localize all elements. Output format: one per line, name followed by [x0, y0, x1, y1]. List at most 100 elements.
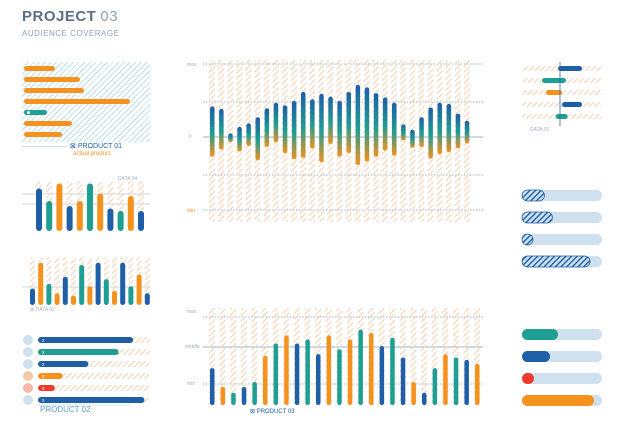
main-bar — [301, 92, 306, 158]
product03-bar-bg — [421, 308, 427, 405]
product03-bar-bg — [410, 308, 417, 405]
data01-label: DATA 01 — [530, 127, 550, 133]
product02-bar — [38, 373, 63, 379]
product03-bar — [305, 339, 310, 405]
product03-bar — [411, 382, 416, 405]
main-bar — [282, 105, 288, 154]
data04-bar — [76, 201, 83, 231]
data02-bar — [95, 262, 101, 305]
product03-bar — [464, 359, 469, 405]
product03-bar-bg — [399, 308, 406, 405]
product03-bar-bg — [463, 308, 470, 405]
product01-bar — [24, 121, 72, 126]
data02-bar — [87, 286, 93, 305]
data04-bar — [97, 193, 104, 231]
solid-progress-fill — [522, 351, 550, 362]
product03-bar — [475, 364, 480, 405]
product03-bar-bg — [251, 308, 258, 405]
hatched-progress-fill — [521, 255, 591, 268]
main-bar — [210, 106, 215, 157]
product03-bar — [294, 343, 300, 405]
data02-bar — [120, 262, 126, 305]
product02-bar-bg — [38, 373, 150, 379]
data02-bar — [46, 283, 52, 305]
product03-bar — [326, 335, 332, 405]
product01-bar — [24, 99, 131, 104]
product02-dot — [23, 359, 33, 369]
main-bar — [319, 93, 324, 163]
data02-bar-bg — [54, 257, 60, 305]
data02-bar — [112, 290, 117, 305]
main-bar — [437, 102, 442, 155]
main-bar — [346, 92, 351, 154]
data04-bar — [107, 208, 114, 231]
product03-bar — [316, 354, 321, 405]
product03-bar — [453, 357, 459, 405]
data02-bar — [128, 286, 134, 305]
data01-bar — [562, 102, 582, 107]
product03-bar — [432, 368, 438, 405]
solid-progress-fill — [522, 395, 594, 406]
product02-bar — [38, 397, 145, 403]
product02-bar — [38, 361, 89, 367]
solid-progress-track — [522, 373, 602, 384]
data04-bar — [36, 188, 42, 231]
main-bar — [237, 126, 242, 152]
main-axis-min: min — [187, 208, 196, 214]
main-bar-bg — [400, 60, 407, 222]
data04-bar — [138, 211, 144, 231]
data02-bar — [136, 274, 142, 305]
solid-progress-group — [522, 329, 602, 406]
product01-label-text: PRODUCT 01 — [77, 143, 123, 150]
main-bar — [255, 117, 260, 161]
product02-bar — [38, 337, 134, 343]
bottom-axis-middle: middle — [185, 344, 200, 350]
data04-bar — [127, 196, 134, 231]
main-bar — [446, 103, 452, 153]
solid-progress-fill — [522, 329, 558, 340]
data01-chart — [522, 62, 602, 126]
product03-bar — [337, 349, 342, 405]
data02-bar — [62, 276, 68, 305]
product03-bar — [400, 357, 406, 405]
main-axis-max: max — [187, 62, 197, 68]
data01-bar — [555, 114, 568, 119]
product02-bar — [38, 385, 55, 391]
bottom-axis-min: min — [187, 381, 196, 387]
main-bar — [219, 108, 224, 150]
hatched-progress-track — [522, 234, 602, 245]
main-bar — [410, 129, 415, 148]
main-bar — [373, 93, 379, 157]
bottom-axis-max: max — [187, 309, 197, 315]
main-bar — [337, 101, 342, 157]
product01-bar — [24, 66, 56, 71]
data04-bar — [66, 206, 73, 231]
product02-marker: x — [42, 398, 45, 404]
data02-bar — [30, 288, 35, 305]
product01-sublabel: actual product — [73, 151, 111, 157]
product03-bar-bg — [230, 308, 237, 405]
product03-label: ⊠ PRODUCT 03 — [250, 409, 295, 415]
data02-bar-bg — [144, 257, 150, 305]
product03-bar — [263, 355, 268, 405]
data04-chart — [22, 181, 150, 231]
hatched-progress-fill — [521, 211, 553, 224]
main-bar — [401, 124, 406, 141]
data02-bar — [54, 293, 60, 305]
hatched-progress-group — [521, 189, 602, 268]
data02-label: ⊠ DATA 02 — [30, 307, 55, 313]
data04-bar — [46, 201, 53, 231]
main-bar — [310, 99, 315, 149]
product03-bar — [443, 354, 448, 405]
product03-bar — [284, 335, 289, 405]
product03-bar-bg — [452, 308, 459, 405]
data04-bar — [117, 211, 124, 231]
main-bar — [291, 101, 297, 160]
data02-bar — [38, 262, 44, 305]
product03-label-text: PRODUCT 03 — [256, 409, 295, 415]
page-title: PROJECT 03 — [22, 8, 118, 25]
main-bar — [464, 120, 470, 144]
main-chart — [203, 60, 483, 222]
product01-divider — [22, 146, 67, 147]
